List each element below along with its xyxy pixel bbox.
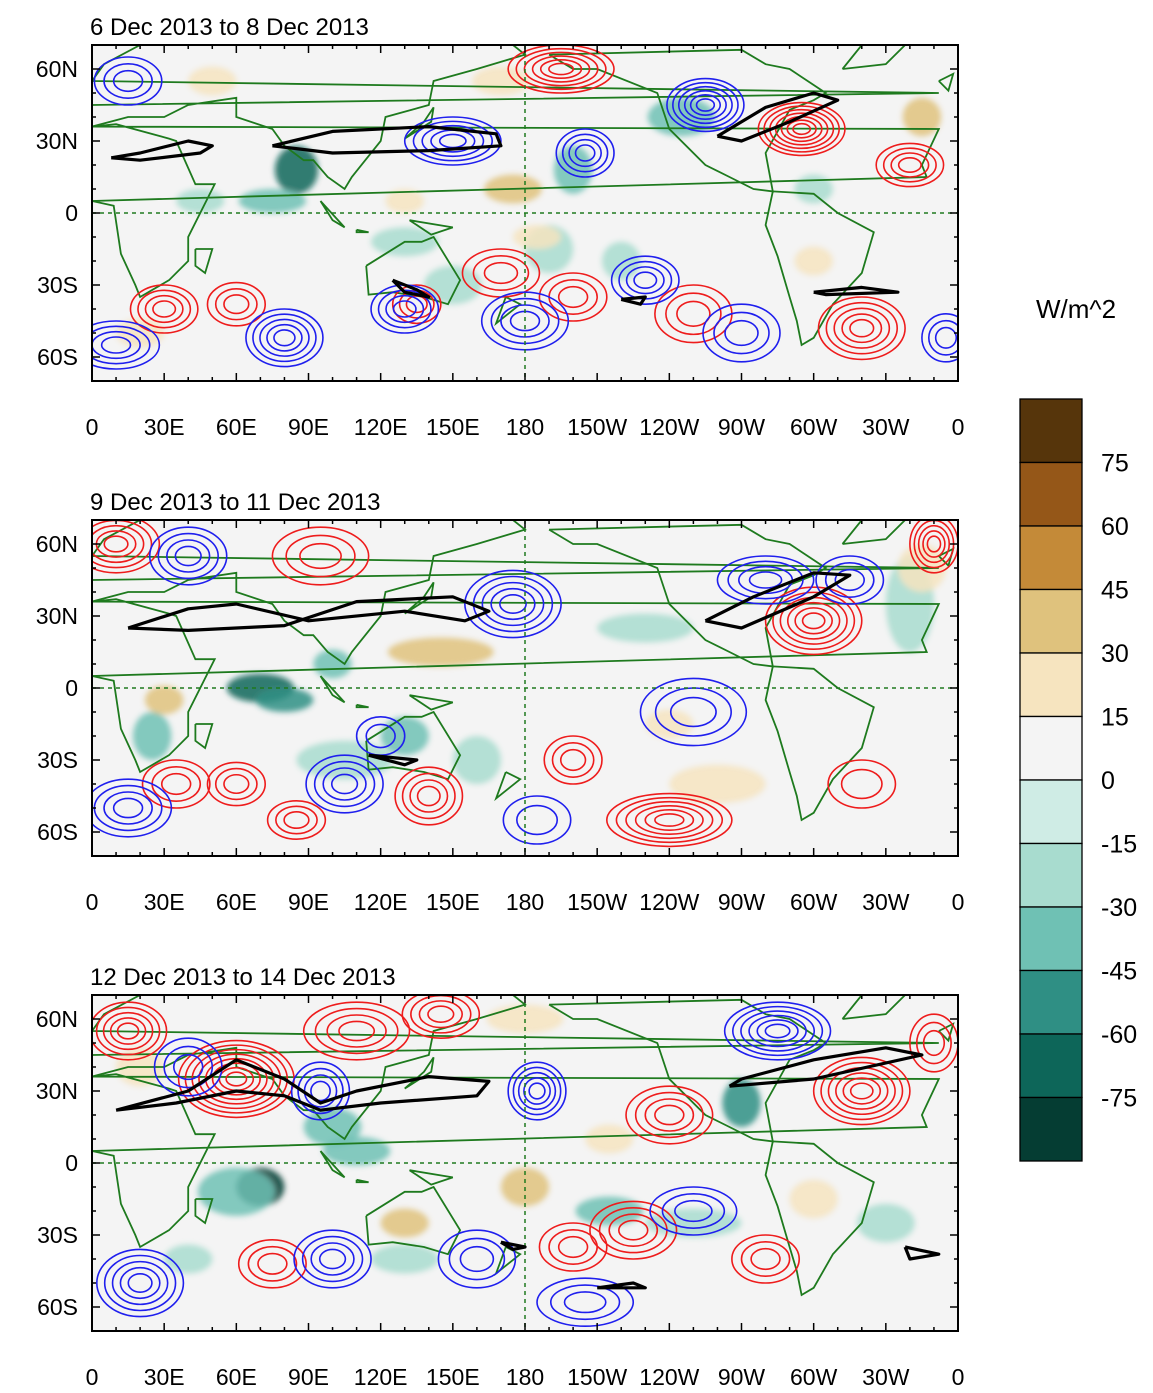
colorbar-label: 45: [1101, 577, 1129, 605]
panel-3: 12 Dec 2013 to 14 Dec 2013 60N 30N 0 30S 60S 0…: [36, 964, 965, 1390]
lon-label: 90W: [718, 889, 766, 915]
lon-label: 180: [506, 889, 544, 915]
lon-label: 60W: [790, 889, 838, 915]
ticks: [91, 44, 959, 382]
lat-label: 0: [65, 675, 78, 701]
lon-label: 60E: [216, 889, 257, 915]
ticks: [91, 994, 959, 1332]
lon-label: 30E: [144, 1364, 185, 1390]
lon-label: 90E: [288, 889, 329, 915]
lon-label: 30E: [144, 414, 185, 440]
lon-label: 0: [86, 889, 99, 915]
colorbar-box: [1019, 588, 1083, 654]
panel-title: 12 Dec 2013 to 14 Dec 2013: [90, 964, 396, 991]
panel-1: 6 Dec 2013 to 8 Dec 2013 60N 30N 0 30S 60S 0 30…: [36, 14, 965, 440]
lon-label: 150E: [426, 1364, 480, 1390]
lat-label: 30N: [36, 128, 78, 154]
colorbar-label: 30: [1101, 640, 1129, 668]
lat-label: 60N: [36, 1006, 78, 1032]
colorbar-box: [1019, 779, 1083, 845]
lat-label: 60N: [36, 531, 78, 557]
colorbar-label: -15: [1101, 831, 1137, 859]
lon-label: 0: [952, 414, 965, 440]
colorbar-label: -45: [1101, 958, 1137, 986]
lon-label: 90W: [718, 1364, 766, 1390]
colorbar-box: [1019, 398, 1083, 464]
lon-label: 120E: [354, 889, 408, 915]
lon-label: 0: [952, 1364, 965, 1390]
lon-label: 60E: [216, 1364, 257, 1390]
panel-2: 9 Dec 2013 to 11 Dec 2013 60N 30N 0 30S 60S 0 3…: [36, 489, 965, 915]
contours: [92, 45, 958, 370]
lon-label: 150W: [567, 1364, 627, 1390]
lat-label: 60S: [37, 1294, 78, 1320]
colorbar-label: 60: [1101, 513, 1129, 541]
lon-label: 0: [86, 1364, 99, 1390]
lat-label: 30N: [36, 1078, 78, 1104]
jet-contours: [115, 1046, 941, 1290]
lon-label: 120E: [354, 1364, 408, 1390]
colorbar: 75 60 45 30 15 0 -15 -30 -45 -60 -75 W/m^2: [1019, 294, 1137, 1162]
colorbar-box: [1019, 461, 1083, 527]
colorbar-box: [1019, 906, 1083, 972]
lon-label: 90E: [288, 414, 329, 440]
colorbar-label: 0: [1101, 767, 1115, 795]
lon-label: 30W: [862, 414, 910, 440]
jet-contours: [110, 91, 900, 306]
lon-label: 0: [86, 414, 99, 440]
lon-label: 150E: [426, 414, 480, 440]
lon-label: 60E: [216, 414, 257, 440]
lon-label: 120E: [354, 414, 408, 440]
lon-label: 150E: [426, 889, 480, 915]
colorbar-box: [1019, 525, 1083, 591]
colorbar-box: [1019, 1096, 1083, 1162]
colorbar-box: [1019, 652, 1083, 718]
lat-label: 0: [65, 1150, 78, 1176]
colorbar-box: [1019, 1033, 1083, 1099]
lon-label: 60W: [790, 414, 838, 440]
colorbar-label: 75: [1101, 450, 1129, 478]
lon-label: 30E: [144, 889, 185, 915]
lon-label: 180: [506, 1364, 544, 1390]
contours: [92, 995, 958, 1327]
lon-label: 30W: [862, 1364, 910, 1390]
colorbar-units: W/m^2: [1036, 294, 1116, 324]
lon-label: 30W: [862, 889, 910, 915]
ticks: [91, 519, 959, 857]
shading: [116, 1004, 915, 1274]
lat-label: 30S: [37, 1222, 78, 1248]
colorbar-label: -60: [1101, 1021, 1137, 1049]
lon-label: 150W: [567, 889, 627, 915]
lat-label: 60N: [36, 56, 78, 82]
lat-label: 30S: [37, 272, 78, 298]
colorbar-box: [1019, 969, 1083, 1035]
lat-label: 0: [65, 200, 78, 226]
lon-label: 120W: [639, 889, 699, 915]
colorbar-label: 15: [1101, 704, 1129, 732]
lon-label: 150W: [567, 414, 627, 440]
lon-label: 0: [952, 889, 965, 915]
coastlines: [92, 520, 955, 822]
colorbar-label: -30: [1101, 894, 1137, 922]
colorbar-box: [1019, 715, 1083, 781]
lon-label: 60W: [790, 1364, 838, 1390]
lat-label: 60S: [37, 344, 78, 370]
lon-label: 90E: [288, 1364, 329, 1390]
panel-title: 6 Dec 2013 to 8 Dec 2013: [90, 14, 369, 41]
colorbar-label: -75: [1101, 1085, 1137, 1113]
lon-label: 180: [506, 414, 544, 440]
lat-label: 60S: [37, 819, 78, 845]
lon-label: 90W: [718, 414, 766, 440]
lon-label: 120W: [639, 1364, 699, 1390]
lat-label: 30N: [36, 603, 78, 629]
jet-contours: [127, 571, 852, 767]
lon-label: 120W: [639, 414, 699, 440]
lat-label: 30S: [37, 747, 78, 773]
panel-title: 9 Dec 2013 to 11 Dec 2013: [90, 489, 380, 516]
colorbar-box: [1019, 842, 1083, 908]
